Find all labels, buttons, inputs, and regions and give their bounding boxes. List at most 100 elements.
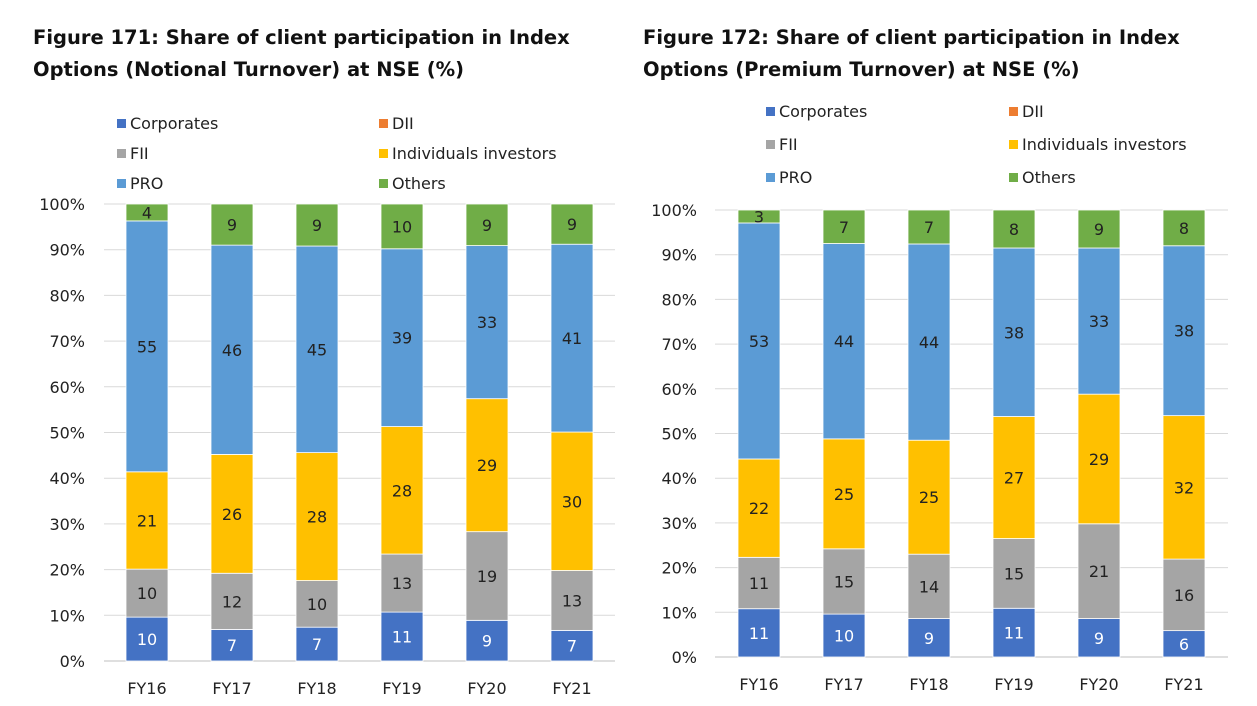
data-label-fii-fy21: 13 xyxy=(562,591,582,610)
bar-corporates-fy21 xyxy=(1162,630,1206,658)
bar-others-fy19 xyxy=(992,209,1036,249)
bar-pro-fy16 xyxy=(737,222,781,460)
x-tick-label-fy18: FY18 xyxy=(297,679,336,698)
data-label-individuals-investors-fy21: 30 xyxy=(562,492,582,511)
data-label-pro-fy16: 53 xyxy=(749,332,769,351)
data-label-individuals-investors-fy19: 27 xyxy=(1004,469,1024,488)
data-label-corporates-fy16: 10 xyxy=(137,630,157,649)
data-label-corporates-fy21: 6 xyxy=(1179,635,1189,654)
data-label-pro-fy17: 46 xyxy=(222,341,242,360)
bar-individuals-investors-fy18 xyxy=(907,439,951,555)
bar-pro-fy21 xyxy=(1162,245,1206,417)
bar-others-fy17 xyxy=(822,209,866,244)
bar-fii-fy17 xyxy=(210,572,254,630)
legend-item-corporates: Corporates xyxy=(117,114,218,133)
legend-item-individuals-investors: Individuals investors xyxy=(379,144,557,163)
data-label-individuals-investors-fy18: 28 xyxy=(307,508,327,527)
figure-171-title: Figure 171: Share of client participatio… xyxy=(33,22,570,86)
legend-item-individuals-investors: Individuals investors xyxy=(1009,135,1187,154)
bar-fii-fy17 xyxy=(822,548,866,615)
data-label-individuals-investors-fy19: 28 xyxy=(392,481,412,500)
bar-others-fy18 xyxy=(907,209,951,245)
bar-pro-fy20 xyxy=(465,245,509,400)
bar-corporates-fy18 xyxy=(295,626,339,662)
bar-pro-fy17 xyxy=(210,244,254,455)
bar-individuals-investors-fy21 xyxy=(1162,415,1206,560)
bar-pro-fy17 xyxy=(822,243,866,440)
bar-individuals-investors-fy19 xyxy=(992,416,1036,539)
legend-item-dii: DII xyxy=(1009,102,1044,121)
legend-swatch-corporates xyxy=(766,107,775,116)
data-label-others-fy20: 9 xyxy=(1094,220,1104,239)
bar-pro-fy16 xyxy=(125,220,169,473)
data-label-corporates-fy17: 7 xyxy=(227,636,237,655)
y-tick-label: 0% xyxy=(672,648,697,667)
legend-swatch-dii xyxy=(379,119,388,128)
data-label-others-fy21: 9 xyxy=(567,215,577,234)
bar-individuals-investors-fy20 xyxy=(1077,393,1121,525)
figure-172-chart: Corporates DII FII Individuals investors PRO… xyxy=(651,102,1228,694)
y-tick-label: 0% xyxy=(60,652,85,671)
data-label-individuals-investors-fy16: 21 xyxy=(137,511,157,530)
legend-item-pro: PRO xyxy=(117,174,163,193)
data-label-pro-fy17: 44 xyxy=(834,332,854,351)
data-label-fii-fy16: 10 xyxy=(137,584,157,603)
x-tick-label-fy17: FY17 xyxy=(824,675,863,694)
bar-fii-fy16 xyxy=(737,556,781,610)
figure-172-title: Figure 172: Share of client participatio… xyxy=(643,22,1180,86)
legend-swatch-fii xyxy=(766,140,775,149)
bar-pro-fy19 xyxy=(380,248,424,427)
data-label-pro-fy19: 38 xyxy=(1004,323,1024,342)
legend-swatch-corporates xyxy=(117,119,126,128)
data-label-individuals-investors-fy20: 29 xyxy=(1089,450,1109,469)
bar-corporates-fy21 xyxy=(550,629,594,662)
legend-label-pro: PRO xyxy=(779,168,812,187)
data-label-pro-fy16: 55 xyxy=(137,337,157,356)
data-label-individuals-investors-fy17: 25 xyxy=(834,485,854,504)
legend-item-dii: DII xyxy=(379,114,414,133)
bar-others-fy21 xyxy=(550,203,594,245)
data-label-fii-fy17: 12 xyxy=(222,592,242,611)
data-label-corporates-fy20: 9 xyxy=(1094,629,1104,648)
x-tick-label-fy21: FY21 xyxy=(1164,675,1203,694)
data-label-fii-fy20: 19 xyxy=(477,567,497,586)
data-label-corporates-fy17: 10 xyxy=(834,627,854,646)
data-label-pro-fy19: 39 xyxy=(392,329,412,348)
y-tick-label: 20% xyxy=(49,561,85,580)
y-tick-label: 70% xyxy=(49,332,85,351)
legend-label-fii: FII xyxy=(130,144,149,163)
x-tick-label-fy20: FY20 xyxy=(467,679,506,698)
bar-individuals-investors-fy18 xyxy=(295,452,339,581)
data-label-individuals-investors-fy17: 26 xyxy=(222,505,242,524)
data-label-fii-fy19: 13 xyxy=(392,574,412,593)
data-label-pro-fy21: 41 xyxy=(562,329,582,348)
figure-172-panel: Figure 172: Share of client participatio… xyxy=(628,0,1257,706)
y-tick-label: 80% xyxy=(49,286,85,305)
legend-label-corporates: Corporates xyxy=(130,114,218,133)
bar-fii-fy19 xyxy=(380,553,424,613)
bar-corporates-fy20 xyxy=(1077,618,1121,658)
y-tick-label: 80% xyxy=(661,290,697,309)
data-label-others-fy18: 7 xyxy=(924,218,934,237)
data-label-pro-fy21: 38 xyxy=(1174,322,1194,341)
bar-individuals-investors-fy16 xyxy=(125,471,169,570)
data-label-pro-fy18: 44 xyxy=(919,333,939,352)
bar-individuals-investors-fy20 xyxy=(465,398,509,533)
y-tick-label: 20% xyxy=(661,559,697,578)
bar-fii-fy21 xyxy=(550,570,594,631)
bar-corporates-fy17 xyxy=(822,613,866,658)
x-tick-label-fy19: FY19 xyxy=(382,679,421,698)
data-label-others-fy19: 10 xyxy=(392,217,412,236)
bar-others-fy21 xyxy=(1162,209,1206,247)
data-label-others-fy17: 7 xyxy=(839,218,849,237)
bar-fii-fy20 xyxy=(1077,523,1121,619)
data-label-others-fy16: 4 xyxy=(142,203,152,222)
legend-swatch-pro xyxy=(766,173,775,182)
legend-swatch-others xyxy=(1009,173,1018,182)
legend-swatch-fii xyxy=(117,149,126,158)
bar-others-fy16 xyxy=(737,209,781,224)
bar-others-fy16 xyxy=(125,203,169,222)
legend-label-corporates: Corporates xyxy=(779,102,867,121)
data-label-corporates-fy19: 11 xyxy=(392,628,412,647)
data-label-others-fy17: 9 xyxy=(227,216,237,235)
